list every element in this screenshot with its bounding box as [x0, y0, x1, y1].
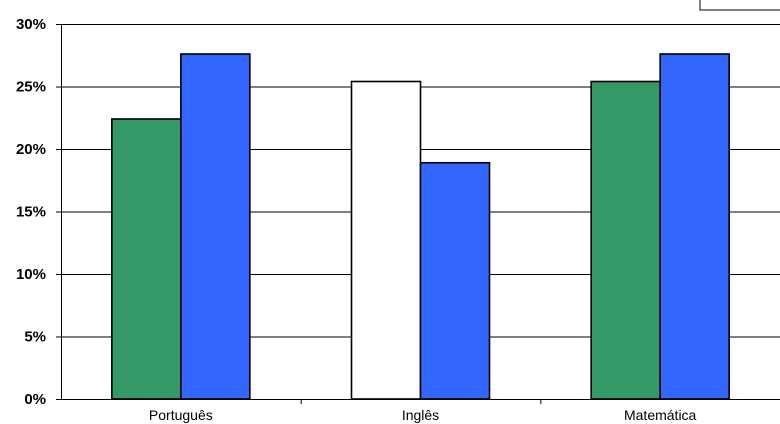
x-tick-label: Inglês [402, 407, 439, 423]
y-tick-label: 25% [16, 79, 46, 96]
y-tick-labels: 0% 5% 10% 15% 20% 25% 30% [16, 16, 46, 408]
y-tick-label: 0% [24, 391, 46, 408]
axes [56, 24, 780, 404]
x-tick-labels: Português Inglês Matemática [149, 407, 697, 423]
x-tick-label: Matemática [624, 407, 697, 423]
y-tick-label: 15% [16, 204, 46, 221]
x-tick-label: Português [149, 407, 213, 423]
y-tick-label: 30% [16, 16, 46, 33]
y-tick-label: 20% [16, 141, 46, 158]
bar-portugues-1 [111, 118, 182, 400]
bar-matematica-2 [659, 53, 730, 400]
bar-portugues-2 [180, 53, 251, 400]
y-tick-label: 10% [16, 266, 46, 283]
bar-ingles-2 [419, 161, 491, 400]
bars [111, 53, 730, 400]
legend-box [699, 0, 780, 11]
bar-matematica-1 [590, 80, 661, 400]
y-tick-label: 5% [24, 329, 46, 346]
bar-ingles-1 [350, 80, 422, 400]
